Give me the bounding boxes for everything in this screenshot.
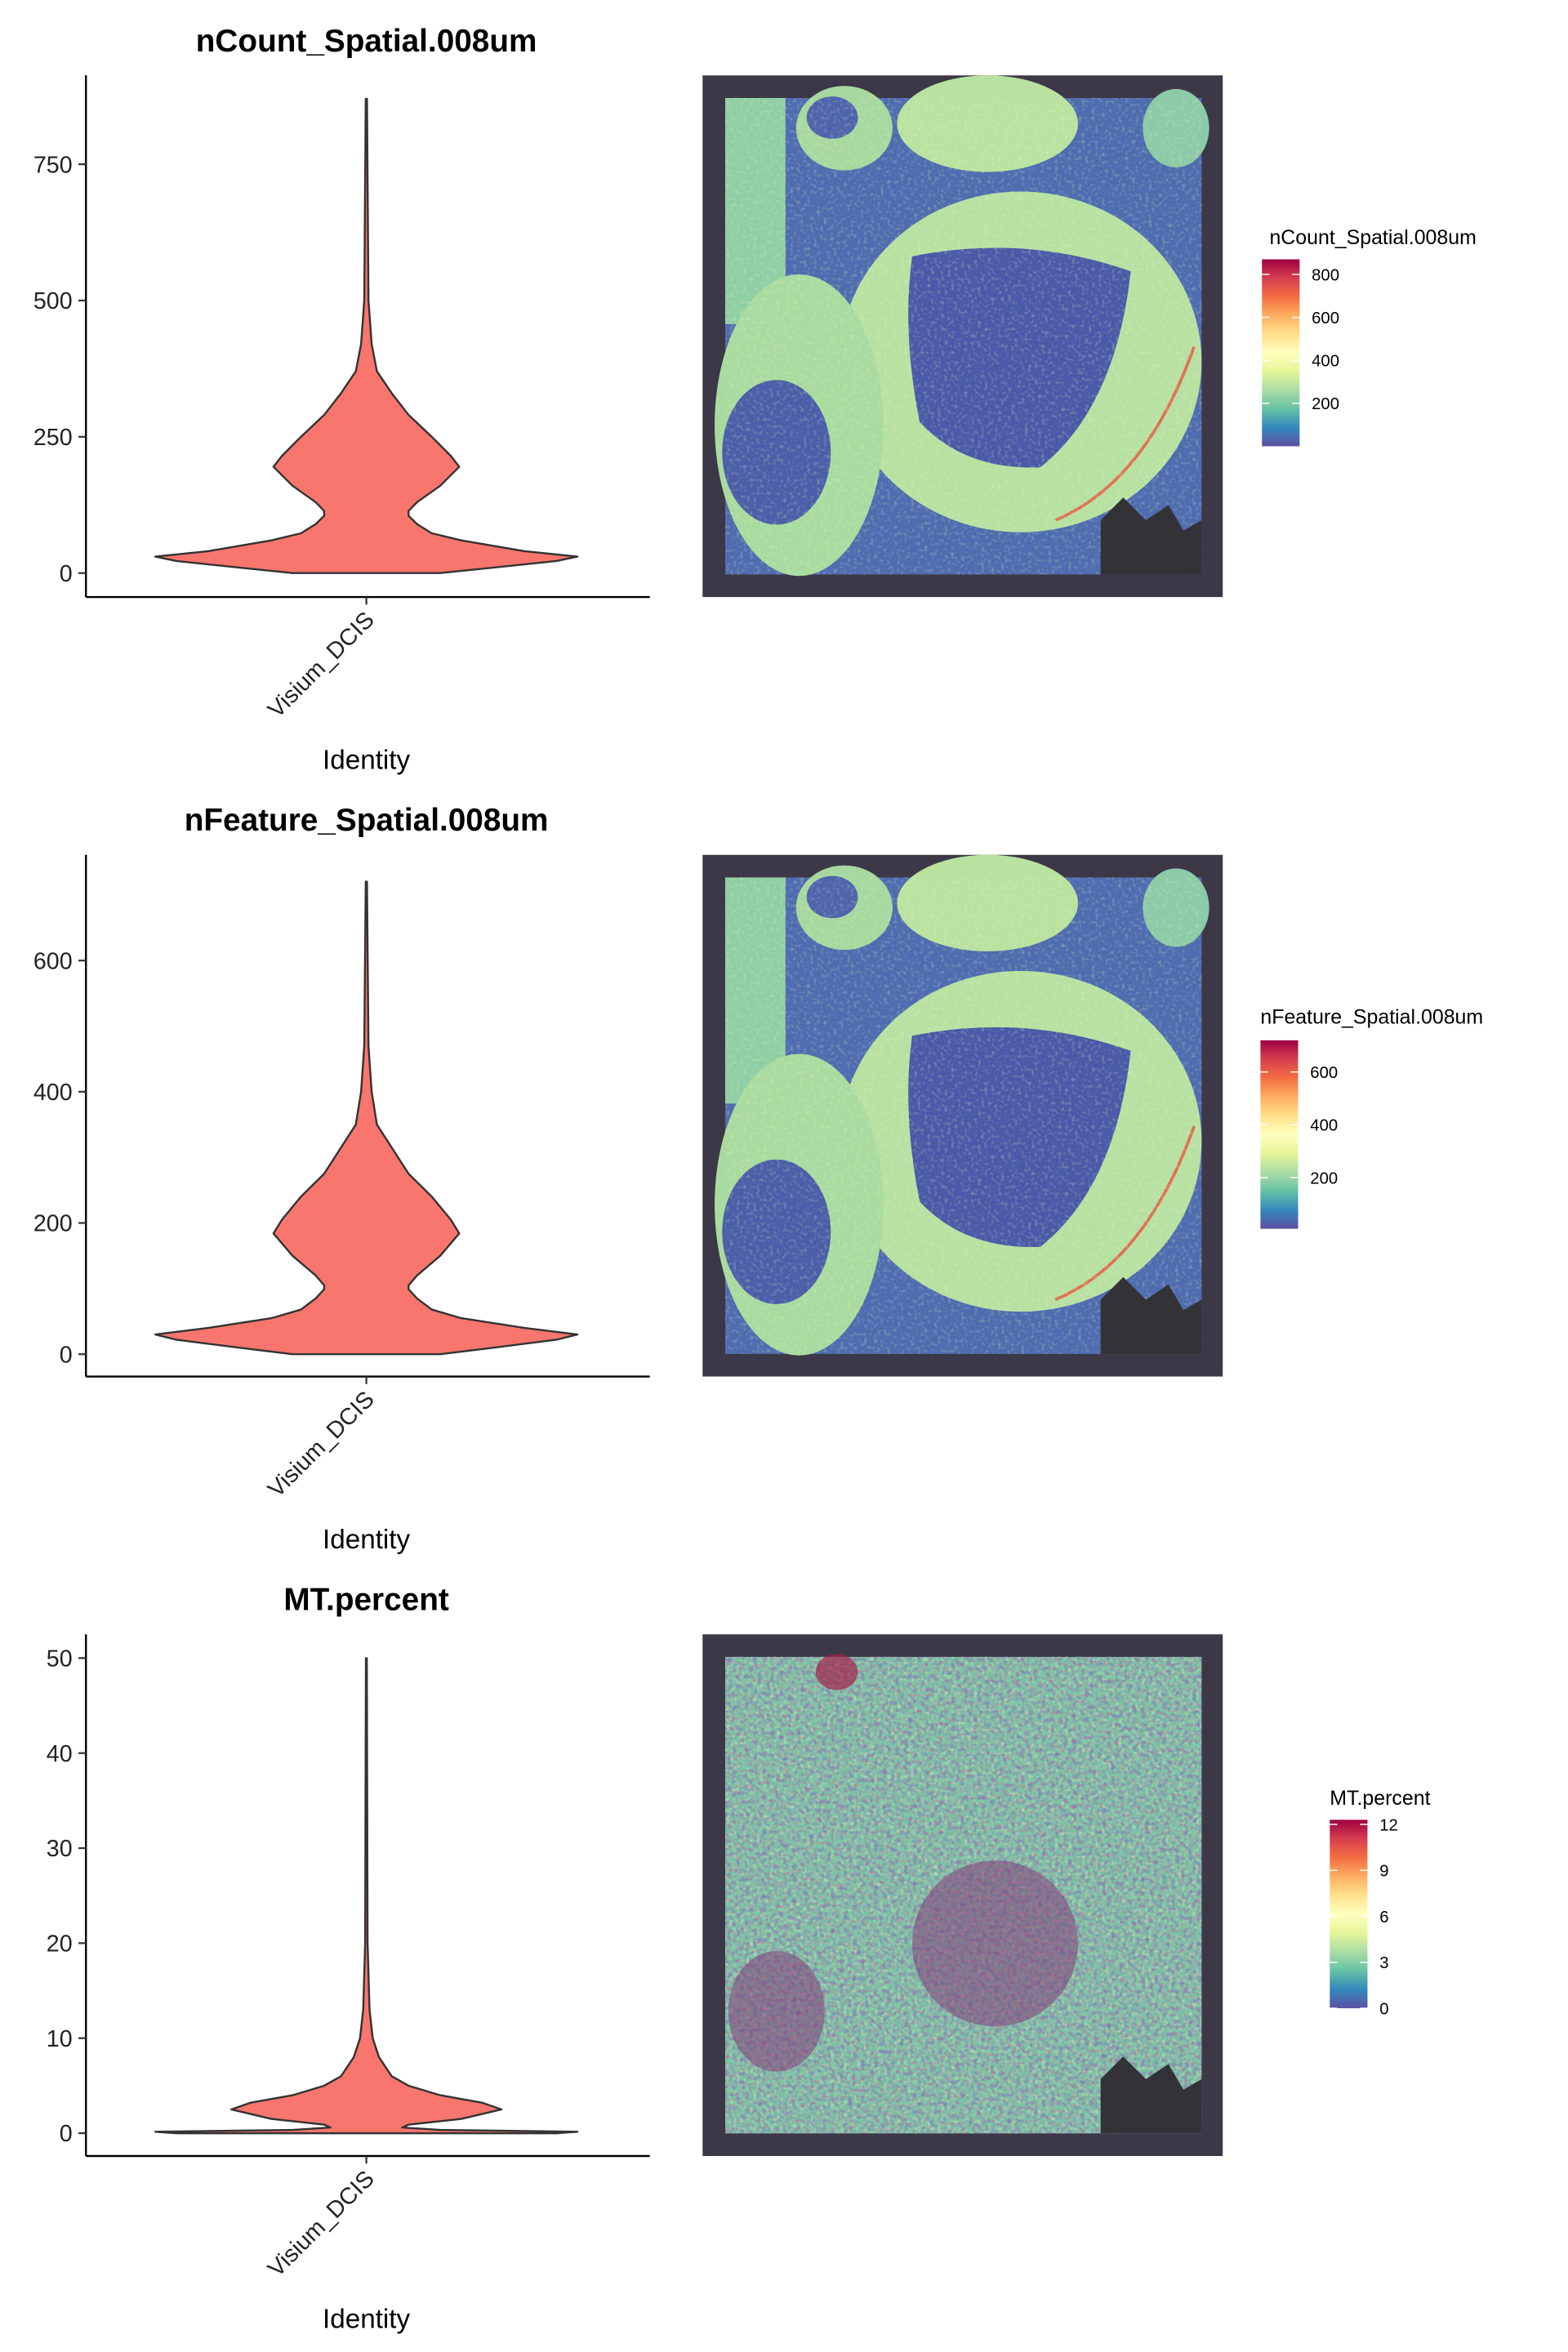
x-tick-label: Visium_DCIS	[263, 2166, 380, 2283]
spot-texture	[725, 877, 1202, 1354]
spatial-feature-plot	[702, 854, 1223, 1377]
y-tick-label: 40	[47, 1741, 73, 1767]
colorbar	[1330, 1820, 1368, 2009]
colorbar-label: 12	[1379, 1816, 1398, 1834]
colorbar-label: 600	[1312, 310, 1339, 327]
colorbar	[1262, 259, 1300, 447]
spatial-feature-plot	[702, 1634, 1223, 2156]
colorbar-label: 3	[1379, 1954, 1388, 1972]
y-tick-label: 200	[33, 1211, 73, 1237]
colorbar-label: 400	[1312, 353, 1339, 371]
plot-title: nCount_Spatial.008um	[196, 24, 537, 59]
y-tick-label: 20	[47, 1931, 73, 1958]
y-tick-label: 250	[33, 425, 73, 451]
colorbar-label: 800	[1312, 266, 1339, 284]
no-tissue-area	[1100, 1276, 1202, 1354]
x-axis-title: Identity	[323, 1525, 410, 1555]
x-tick-label: Visium_DCIS	[263, 1386, 380, 1503]
x-axis-title: Identity	[323, 2304, 410, 2334]
panel-0: nCount_Spatial.008um 0 250 500 750 Visium_DCI…	[33, 24, 1477, 776]
x-axis-title: Identity	[323, 746, 410, 776]
colorbar-label: 200	[1312, 395, 1339, 413]
y-tick-label: 50	[47, 1646, 73, 1672]
colorbar-label: 9	[1379, 1863, 1388, 1881]
high-signal-spots	[725, 1656, 1202, 2134]
legend-title: nFeature_Spatial.008um	[1260, 1006, 1483, 1029]
colorbar-label: 600	[1310, 1064, 1338, 1082]
colorbar-label: 0	[1379, 2000, 1388, 2018]
panel-1: nFeature_Spatial.008um 0 200 400 600 Visium_D…	[33, 803, 1483, 1555]
y-tick-label: 30	[47, 1836, 73, 1862]
y-tick-label: 750	[33, 152, 73, 178]
spatial-feature-plot	[702, 75, 1223, 598]
x-tick-label: Visium_DCIS	[263, 607, 380, 724]
violin-Visium_DCIS	[154, 1657, 579, 2135]
y-tick-label: 0	[60, 2121, 73, 2147]
colorbar-label: 6	[1379, 1909, 1388, 1927]
y-tick-label: 0	[60, 561, 73, 587]
no-tissue-area	[1100, 497, 1202, 575]
y-tick-label: 10	[47, 2026, 73, 2052]
no-tissue-area	[1100, 2056, 1202, 2134]
plot-title: nFeature_Spatial.008um	[185, 803, 549, 838]
legend-title: MT.percent	[1330, 1787, 1430, 1810]
y-tick-label: 500	[33, 288, 73, 314]
panel-2: MT.percent01020304050Visium_DCISIdentity…	[47, 1583, 1431, 2335]
violin-Visium_DCIS	[154, 880, 579, 1356]
spot-texture	[725, 98, 1202, 575]
legend-title: nCount_Spatial.008um	[1269, 226, 1476, 249]
violin-Visium_DCIS	[154, 97, 579, 574]
y-tick-label: 0	[60, 1342, 73, 1368]
y-tick-label: 400	[33, 1080, 73, 1106]
colorbar-label: 400	[1310, 1117, 1338, 1135]
plot-title: MT.percent	[283, 1583, 448, 1618]
colorbar-label: 200	[1310, 1169, 1338, 1187]
colorbar	[1260, 1040, 1298, 1229]
y-tick-label: 600	[33, 948, 73, 974]
